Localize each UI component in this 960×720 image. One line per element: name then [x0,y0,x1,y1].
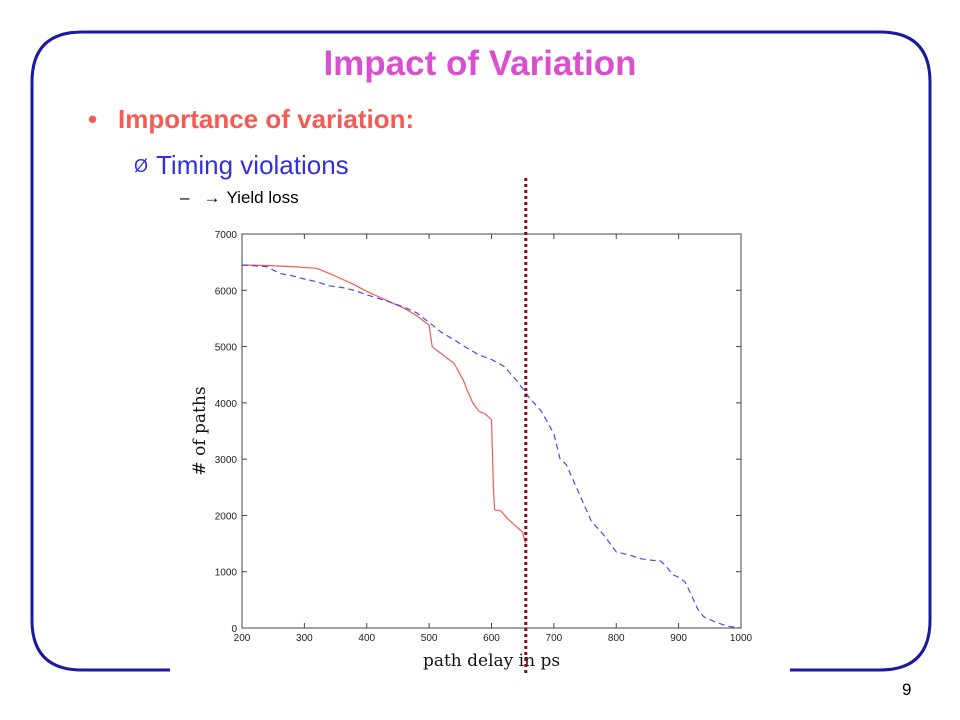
x-tick-label: 300 [296,633,313,644]
y-tick-label: 7000 [215,230,238,241]
series-dashed-line [241,264,742,629]
x-tick-label: 800 [608,633,625,644]
series-layer [241,264,742,629]
page-number: 9 [902,680,912,699]
y-tick-label: 0 [231,624,237,635]
x-tick-label: 1000 [730,633,753,644]
bullet-level1-text: Importance of variation: [118,104,415,134]
y-tick-label: 4000 [215,399,238,410]
dash-bullet: – [180,188,190,207]
axes-layer: 200 300 400 500 600 700 800 900 1000 0 1000 2000 300… [190,230,753,671]
bullet-level2: Ø Timing violations [134,150,349,181]
x-tick-label: 400 [358,633,375,644]
x-axis-label: path delay in ps [423,651,560,671]
slide-title: Impact of Variation [323,44,637,83]
arrowhead-bullet-icon: Ø [134,156,149,176]
x-tick-label: 500 [421,633,438,644]
bullet-level3: – → Yield loss [180,188,299,208]
y-tick-label: 6000 [215,286,238,297]
x-tick-label: 900 [670,633,687,644]
y-tick-label: 5000 [215,343,238,354]
right-arrow-icon: → [203,188,221,207]
bullet-level2-text: Timing violations [156,150,349,180]
y-tick-label: 2000 [215,511,238,522]
series-solid-line [241,264,527,544]
x-tick-label: 600 [483,633,500,644]
y-axis-label: # of paths [190,386,210,475]
bullet-level3-text: Yield loss [226,188,299,207]
x-tick-label: 700 [546,633,563,644]
y-tick-label: 3000 [215,455,238,466]
frame-border [30,30,932,672]
bullet-dot: • [88,104,98,134]
y-tick-label: 1000 [215,568,238,579]
bullet-level1: • Importance of variation: [88,104,414,135]
x-tick-label: 200 [234,633,251,644]
